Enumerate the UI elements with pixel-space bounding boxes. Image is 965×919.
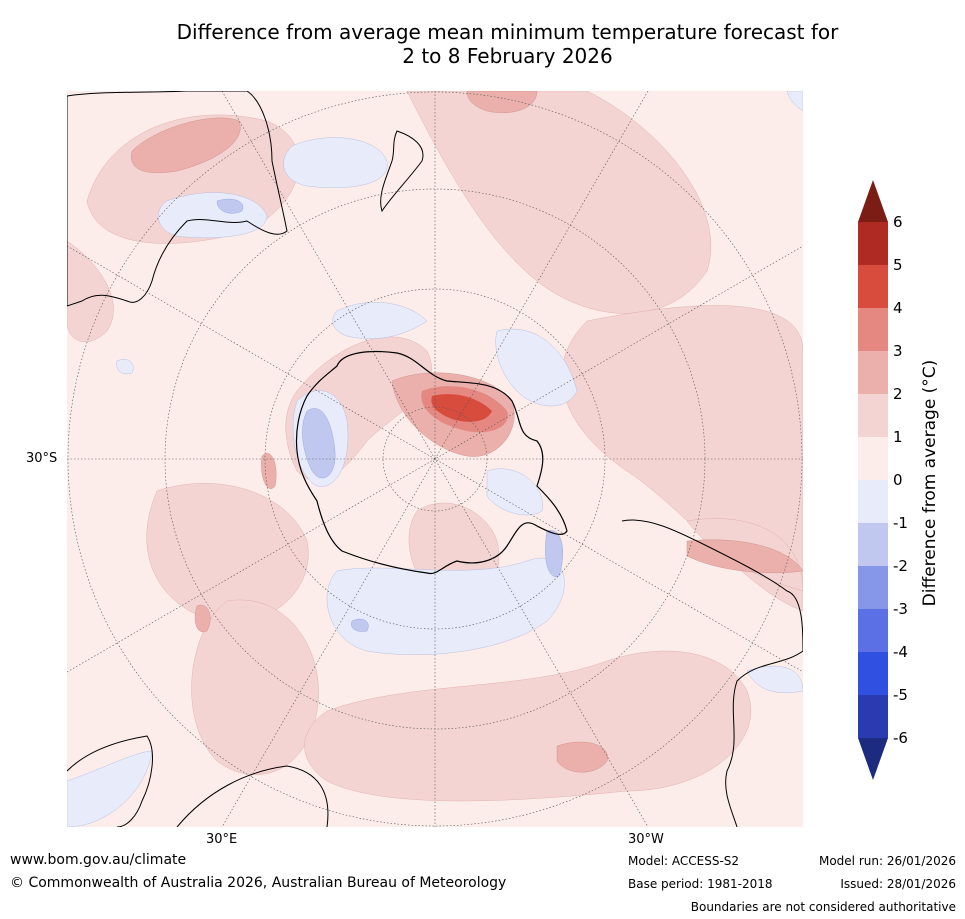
- colorbar-band: [858, 265, 888, 308]
- colorbar-extend-min: [858, 738, 888, 780]
- colorbar-tick-label: -5: [893, 686, 908, 704]
- colorbar-extend-max: [858, 180, 888, 222]
- colorbar-band: [858, 351, 888, 394]
- colorbar-tick-label: 6: [893, 213, 903, 231]
- colorbar-band: [858, 609, 888, 652]
- colorbar-band: [858, 437, 888, 480]
- antarctica-coastline: [295, 350, 568, 575]
- colorbar-band: [858, 523, 888, 566]
- title-line-1: Difference from average mean minimum tem…: [176, 20, 839, 44]
- title-line-2: 2 to 8 February 2026: [402, 44, 613, 68]
- colorbar-band: [858, 566, 888, 609]
- colorbar-band: [858, 480, 888, 523]
- colorbar-tick-label: 3: [893, 342, 903, 360]
- colorbar-tick-label: 5: [893, 256, 903, 274]
- footer-copyright: © Commonwealth of Australia 2026, Austra…: [10, 875, 507, 891]
- footer-disclaimer: Boundaries are not considered authoritat…: [690, 900, 956, 914]
- footer-issued: Issued: 28/01/2026: [840, 877, 956, 891]
- africa-coastline: [67, 735, 329, 827]
- anomaly-warm-core: [421, 386, 508, 433]
- colorbar-band: [858, 652, 888, 695]
- colorbar-label: Difference from average (°C): [920, 359, 940, 607]
- colorbar: [858, 180, 888, 780]
- colorbar-tick-label: 4: [893, 299, 903, 317]
- colorbar-tick-label: -2: [893, 557, 908, 575]
- colorbar-tick-label: 0: [893, 471, 903, 489]
- lon-label-30w: 30°W: [628, 832, 664, 847]
- new-zealand-coastline: [380, 130, 424, 213]
- graticule: [67, 91, 803, 827]
- footer-model-run: Model run: 26/01/2026: [818, 854, 956, 868]
- colorbar-band: [858, 308, 888, 351]
- colorbar-tick-label: -4: [893, 643, 908, 661]
- footer-website: www.bom.gov.au/climate: [10, 852, 187, 868]
- map-title: Difference from average mean minimum tem…: [0, 20, 965, 68]
- australia-coastline: [67, 91, 288, 307]
- map-canvas: [67, 91, 803, 827]
- colorbar-tick-label: -1: [893, 514, 908, 532]
- lon-label-30e: 30°E: [206, 832, 238, 847]
- colorbar-band: [858, 394, 888, 437]
- colorbar-band: [858, 222, 888, 265]
- colorbar-tick-label: -6: [893, 729, 908, 747]
- footer-model: Model: ACCESS-S2: [628, 854, 740, 868]
- colorbar-band: [858, 695, 888, 738]
- polar-map: [67, 91, 803, 827]
- anomaly-cool-2: [216, 198, 563, 632]
- lat-label-30s: 30°S: [26, 451, 58, 466]
- colorbar-tick-label: 2: [893, 385, 903, 403]
- colorbar-tick-label: 1: [893, 428, 903, 446]
- colorbar-tick-label: -3: [893, 600, 908, 618]
- footer-base-period: Base period: 1981-2018: [628, 877, 773, 891]
